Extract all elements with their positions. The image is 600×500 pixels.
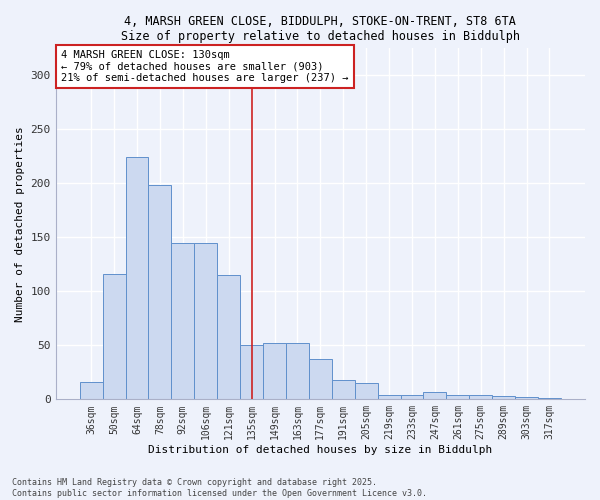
Bar [515,397,538,400]
Text: 4 MARSH GREEN CLOSE: 130sqm
← 79% of detached houses are smaller (903)
21% of se: 4 MARSH GREEN CLOSE: 130sqm ← 79% of det… [61,50,349,84]
Bar [103,274,125,400]
Bar [172,242,194,400]
Bar [401,395,424,400]
Bar [309,360,332,400]
Text: Contains HM Land Registry data © Crown copyright and database right 2025.
Contai: Contains HM Land Registry data © Crown c… [12,478,427,498]
Bar [263,343,286,400]
Bar [240,346,263,400]
Bar [492,396,515,400]
Bar [355,383,377,400]
Bar [80,382,103,400]
Bar [446,395,469,400]
Bar [217,275,240,400]
Bar [194,242,217,400]
Bar [332,380,355,400]
Bar [125,158,148,400]
Title: 4, MARSH GREEN CLOSE, BIDDULPH, STOKE-ON-TRENT, ST8 6TA
Size of property relativ: 4, MARSH GREEN CLOSE, BIDDULPH, STOKE-ON… [121,15,520,43]
Bar [469,395,492,400]
Bar [538,398,561,400]
X-axis label: Distribution of detached houses by size in Biddulph: Distribution of detached houses by size … [148,445,493,455]
Bar [148,186,172,400]
Bar [377,395,401,400]
Bar [424,392,446,400]
Bar [286,343,309,400]
Y-axis label: Number of detached properties: Number of detached properties [15,126,25,322]
